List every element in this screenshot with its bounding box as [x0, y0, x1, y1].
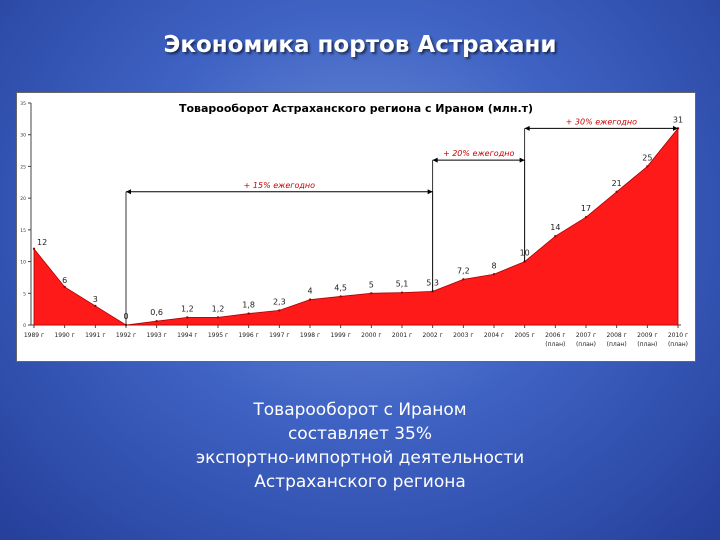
y-tick-label: 5 — [23, 291, 26, 297]
caption-line: Астраханского региона — [254, 472, 466, 492]
x-tick-note: (план) — [668, 341, 688, 348]
x-tick-note: (план) — [576, 341, 596, 348]
data-label: 17 — [581, 204, 591, 213]
x-tick-label: 2008 г — [606, 332, 626, 339]
x-tick-label: 2009 г — [637, 332, 657, 339]
data-point — [646, 165, 649, 168]
x-tick-note: (план) — [545, 341, 565, 348]
y-tick-label: 25 — [20, 164, 26, 170]
x-tick-label: 2006 г — [545, 332, 565, 339]
data-label: 2,3 — [273, 297, 286, 306]
chart-plot: 126300,61,21,21,82,344,555,15,37,2810141… — [32, 115, 683, 327]
data-label: 5 — [369, 280, 374, 289]
annotation-label: + 30% ежегодно — [566, 117, 637, 126]
caption-line: Товарооборот с Ираном — [253, 400, 467, 420]
annotation-arrowhead-right — [519, 157, 525, 163]
annotation-label: + 15% ежегодно — [244, 181, 315, 190]
x-tick-label: 1994 г — [177, 332, 197, 339]
data-label: 1,8 — [242, 301, 255, 310]
x-tick-label: 1993 г — [146, 332, 166, 339]
y-tick-label: 30 — [20, 133, 26, 139]
slide-title: Экономика портов Астрахани — [163, 32, 557, 58]
x-tick-label: 2007 г — [576, 332, 596, 339]
x-tick-label: 2002 г — [422, 332, 442, 339]
x-tick-label: 1989 г — [24, 332, 44, 339]
x-tick-label: 2005 г — [514, 332, 534, 339]
data-label: 8 — [491, 261, 496, 270]
data-label: 0,6 — [150, 308, 163, 317]
x-tick-label: 2001 г — [392, 332, 412, 339]
data-point — [431, 290, 434, 293]
annotation-arrowhead-left — [432, 157, 438, 163]
data-point — [400, 291, 404, 294]
data-label: 21 — [612, 179, 622, 188]
x-tick-note: (план) — [637, 341, 657, 348]
x-tick-label: 1995 г — [208, 332, 228, 339]
x-tick-label: 2004 г — [484, 332, 504, 339]
data-point — [63, 285, 66, 289]
data-point — [308, 298, 312, 301]
area-chart: Товарооборот Астраханского региона с Ира… — [20, 101, 688, 348]
data-label: 12 — [37, 238, 47, 247]
x-tick-label: 1990 г — [54, 332, 74, 339]
y-tick-label: 15 — [20, 228, 26, 234]
data-point — [278, 309, 281, 312]
x-tick-label: 2010 г — [668, 332, 688, 339]
data-label: 7,2 — [457, 266, 470, 275]
data-point — [370, 292, 373, 295]
chart-panel: Товарооборот Астраханского региона с Ира… — [16, 92, 696, 362]
data-point — [94, 304, 97, 308]
data-point — [462, 278, 465, 281]
x-tick-label: 1996 г — [238, 332, 258, 339]
annotation-arrowhead-right — [427, 189, 433, 195]
data-label: 1,2 — [212, 304, 225, 313]
data-point — [186, 316, 189, 319]
x-tick-label: 2000 г — [361, 332, 381, 339]
caption-line: составляет 35% — [287, 424, 433, 444]
data-label: 31 — [673, 115, 683, 124]
data-point — [492, 273, 496, 276]
data-label: 4 — [307, 287, 312, 296]
data-label: 5,1 — [396, 280, 409, 289]
data-label: 14 — [550, 223, 560, 232]
x-tick-label: 1997 г — [269, 332, 289, 339]
y-tick-label: 20 — [20, 196, 26, 202]
x-tick-label: 2003 г — [453, 332, 473, 339]
caption-line: экспортно-импортной деятельности — [195, 448, 525, 468]
data-label: 3 — [93, 295, 98, 304]
data-point — [339, 295, 342, 298]
y-tick-label: 10 — [20, 260, 26, 266]
data-point — [554, 235, 557, 238]
data-point — [584, 215, 588, 219]
data-label: 25 — [642, 153, 652, 162]
x-tick-label: 1999 г — [330, 332, 350, 339]
annotation-arrowhead-right — [673, 125, 678, 131]
data-label: 6 — [62, 276, 67, 285]
area-series — [33, 127, 679, 326]
y-tick-label: 35 — [20, 101, 26, 107]
y-tick-label: 0 — [23, 323, 26, 329]
annotation-label: + 20% ежегодно — [443, 149, 514, 158]
data-label: 4,5 — [334, 283, 347, 292]
slide-caption: Товарооборот с Ираном составляет 35% экс… — [160, 398, 560, 494]
annotation-arrowhead-left — [126, 189, 131, 195]
data-label: 1,2 — [181, 304, 194, 313]
x-tick-note: (план) — [607, 341, 627, 348]
data-point — [247, 312, 250, 315]
annotation-arrowhead-left — [524, 125, 530, 131]
data-point — [615, 190, 618, 193]
chart-annotations: + 15% ежегодно + 20% ежегодно + 30% ежегод… — [125, 117, 678, 325]
data-point — [216, 316, 220, 319]
x-tick-label: 1998 г — [300, 332, 320, 339]
data-point — [32, 247, 36, 251]
x-tick-label: 1992 г — [116, 332, 136, 339]
chart-title: Товарооборот Астраханского региона с Ира… — [179, 102, 533, 115]
data-point — [155, 319, 158, 323]
x-tick-label: 1991 г — [85, 332, 105, 339]
